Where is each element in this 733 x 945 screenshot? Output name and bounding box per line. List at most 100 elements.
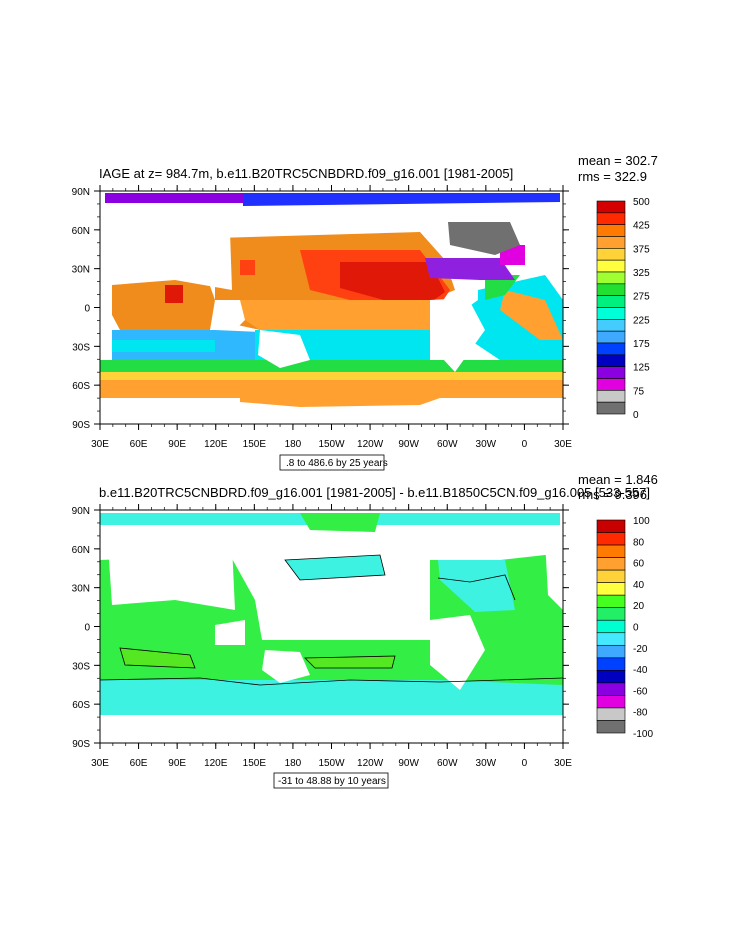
lat-tick-label: 90S [72,739,90,750]
panel-bottom-range-box [273,772,389,789]
lon-tick-label: 30W [476,439,497,450]
lon-tick-label: 60E [130,758,148,769]
lat-tick-label: 60N [72,226,90,237]
lat-tick-label: 90S [72,420,90,431]
colorbar-swatch [596,390,626,403]
lon-tick-label: 90E [168,439,186,450]
lon-tick-label: 0 [522,758,528,769]
lat-tick-label: 60N [72,545,90,556]
lat-tick-label: 60S [72,381,90,392]
arctic-field-b [243,193,560,206]
lon-tick-label: 90W [398,439,419,450]
colorbar-swatch [596,632,626,646]
colorbar-swatch [596,224,626,237]
contour-line [119,647,196,669]
colorbar-swatch [596,259,626,273]
colorbar-label: 40 [633,580,645,591]
colorbar-swatch [596,378,626,391]
lat-tick-label: 30S [72,342,90,353]
lon-tick-label: 30E [91,439,109,450]
colorbar-swatch [596,519,626,533]
lon-tick-label: 150W [318,758,345,769]
panel-top-mean: mean = 302.7 [578,153,658,168]
colorbar-label: 425 [633,221,650,232]
colorbar-label: 80 [633,537,645,548]
indian-ocean-field [112,268,215,330]
colorbar-swatch [596,557,626,571]
panel-bottom-title: b.e11.B20TRC5CNBDRD.f09_g16.001 [1981-20… [99,485,650,500]
colorbar-swatch [596,670,626,684]
colorbar-swatch [596,366,626,379]
arctic-gray-field [448,222,520,255]
lon-tick-label: 120E [204,758,228,769]
asia-mask [108,232,232,290]
lat-tick-label: 90N [72,506,90,517]
lon-tick-label: 120E [204,439,228,450]
colorbar-swatch [596,319,626,332]
colorbar-label: 225 [633,315,650,326]
lon-tick-label: 60W [437,439,458,450]
map-bottom [99,509,564,744]
colorbar-label: 375 [633,244,650,255]
lon-tick-label: 60E [130,439,148,450]
colorbar-swatch [596,330,626,344]
colorbar-label: 275 [633,292,650,303]
lon-tick-label: 120W [357,758,384,769]
lon-tick-label: 180 [285,439,302,450]
colorbar-label: 60 [633,559,645,570]
colorbar-swatch [596,401,626,415]
colorbar-swatch [596,295,626,308]
lon-tick-label: 30W [476,758,497,769]
lat-tick-label: 0 [84,304,90,315]
colorbar-swatch [596,271,626,285]
lon-tick-label: 30E [554,758,572,769]
panel-top-range-box [279,454,385,471]
colorbar-label: 125 [633,363,650,374]
southern-diff-field [100,680,563,715]
panel-bottom-range-label: -31 to 48.88 by 10 years [278,776,386,787]
colorbar-swatch [596,212,626,225]
arctic-field-a [105,193,243,203]
colorbar-swatch [596,644,626,659]
panel-top-title: IAGE at z= 984.7m, b.e11.B20TRC5CNBDRD.f… [99,166,513,181]
colorbar-swatch [596,236,626,249]
lon-tick-label: 0 [522,439,528,450]
colorbar-swatch [596,354,626,367]
lat-tick-label: 30N [72,265,90,276]
lon-tick-label: 120W [357,439,384,450]
north-atlantic-field [425,258,515,280]
lon-tick-label: 150W [318,439,345,450]
lon-tick-label: 150E [243,439,267,450]
colorbar-bottom: 100 80 60 40 20 0 -20 -40 -60 -80 -100 [596,516,653,740]
lon-tick-label: 150E [243,758,267,769]
colorbar-label: -20 [633,644,648,655]
panel-bottom: b.e11.B20TRC5CNBDRD.f09_g16.001 [1981-20… [72,472,658,789]
colorbar-swatch [596,720,626,734]
colorbar-label: 325 [633,268,650,279]
colorbar-swatch [596,695,626,709]
lat-tick-label: 30N [72,584,90,595]
colorbar-label: -80 [633,708,648,719]
colorbar-label: -100 [633,729,653,740]
colorbar-label: 0 [633,623,639,634]
lat-tick-label: 60S [72,700,90,711]
lon-tick-label: 60W [437,758,458,769]
colorbar-top: 500 425 375 325 275 225 175 125 75 0 [596,197,650,421]
colorbar-label: -40 [633,665,648,676]
panel-bottom-mean: mean = 1.846 [578,472,658,487]
lon-tick-label: 90E [168,758,186,769]
south-america-mask [430,298,485,372]
colorbar-swatch [596,657,626,671]
colorbar-swatch [596,283,626,296]
colorbar-swatch [596,594,626,609]
colorbar-label: -60 [633,686,648,697]
colorbar-swatch [596,248,626,261]
lat-tick-label: 30S [72,661,90,672]
colorbar-label: 100 [633,516,650,527]
lat-tick-label: 90N [72,187,90,198]
lon-tick-label: 90W [398,758,419,769]
colorbar-label: 75 [633,386,645,397]
